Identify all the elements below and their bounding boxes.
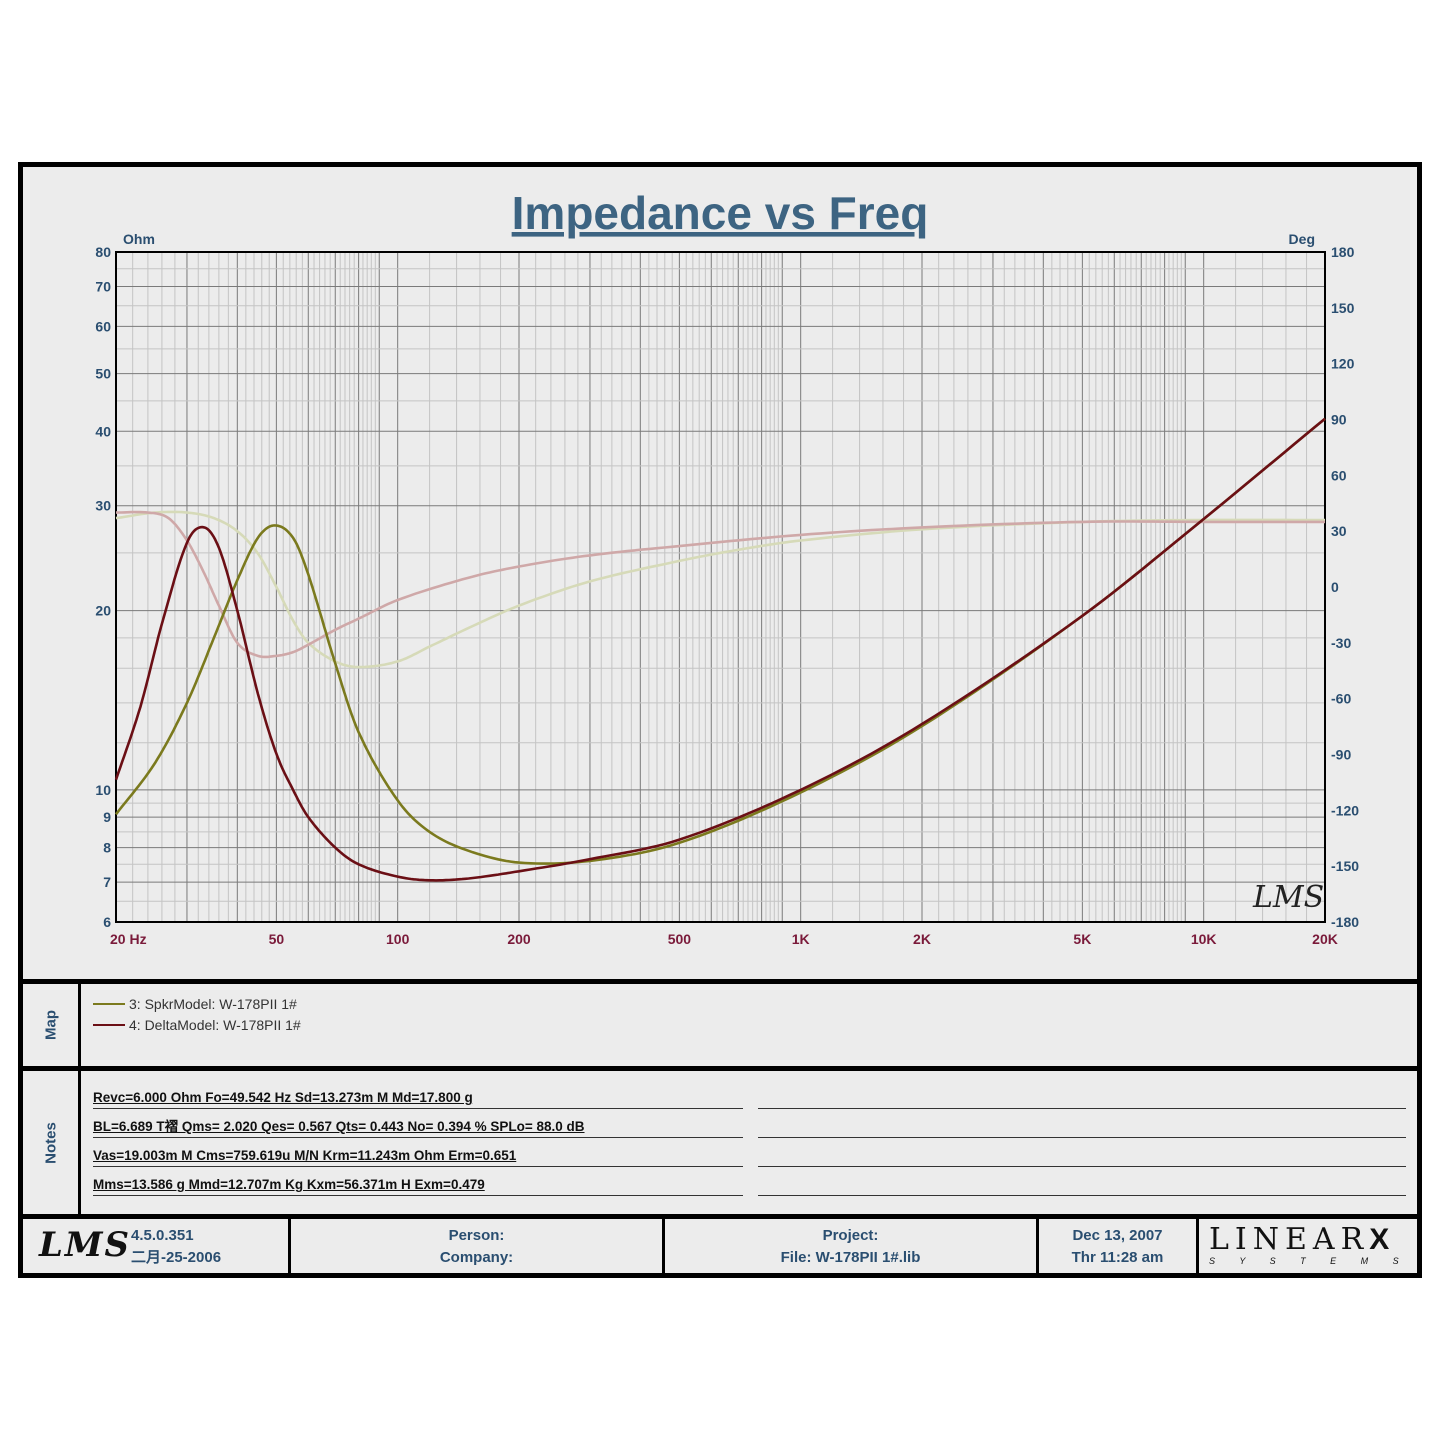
- report-date: Dec 13, 2007: [1072, 1227, 1163, 1244]
- file-label: File: W-178PII 1#.lib: [780, 1249, 921, 1266]
- brand-linear: LINEAR: [1209, 1222, 1370, 1257]
- left-tick-label: 30: [95, 498, 111, 514]
- version-date: 二月-25-2006: [131, 1249, 222, 1266]
- right-tick-label: -30: [1331, 635, 1351, 651]
- left-tick-label: 10: [95, 782, 111, 798]
- x-tick-label: 10K: [1191, 931, 1217, 947]
- x-tick-label: 50: [269, 931, 285, 947]
- x-tick-label: 500: [668, 931, 692, 947]
- series: [114, 417, 1326, 882]
- x-tick-label: 2K: [913, 931, 931, 947]
- note-line-3: Vas=19.003m M Cms=759.619u M/N Krm=11.24…: [93, 1146, 743, 1167]
- left-tick-label: 40: [95, 423, 111, 439]
- phase-curve-deltamodel: [115, 510, 1325, 659]
- notes-side-label: Notes: [23, 1071, 81, 1214]
- x-tick-label: 1K: [792, 931, 810, 947]
- right-tick-label: 180: [1331, 244, 1355, 260]
- impedance-curve-deltamodel: [114, 417, 1326, 882]
- map-panel: Map 3: SpkrModel: W-178PII 1# 4: DeltaMo…: [23, 979, 1417, 1071]
- left-tick-label: 6: [103, 914, 111, 930]
- right-tick-label: 150: [1331, 300, 1355, 316]
- chart-title: Impedance vs Freq: [512, 187, 929, 239]
- note-line-2: BL=6.689 T褶 Qms= 2.020 Qes= 0.567 Qts= 0…: [93, 1117, 743, 1138]
- x-tick-label: 20 Hz: [110, 931, 147, 947]
- x-tick-label: 20K: [1312, 931, 1338, 947]
- left-tick-label: 8: [103, 840, 111, 856]
- impedance-curve-spkrmodel: [114, 417, 1326, 865]
- note-line-4: Mms=13.586 g Mmd=12.707m Kg Kxm=56.371m …: [93, 1175, 743, 1196]
- legend-label-deltamodel: 4: DeltaModel: W-178PII 1#: [129, 1017, 301, 1033]
- right-axis-unit: Deg: [1289, 231, 1315, 247]
- left-axis-unit: Ohm: [123, 231, 155, 247]
- left-tick-label: 60: [95, 318, 111, 334]
- legend-label-spkrmodel: 3: SpkrModel: W-178PII 1#: [129, 996, 297, 1012]
- note-blank-4: [758, 1175, 1406, 1196]
- brand-x: X: [1369, 1223, 1390, 1256]
- phase-curve-spkrmodel: [115, 510, 1325, 669]
- right-tick-label: -180: [1331, 914, 1359, 930]
- left-tick-label: 20: [95, 603, 111, 619]
- footer-brand-cell: LINEARX S Y S T E M S: [1199, 1219, 1417, 1273]
- x-tick-label: 5K: [1073, 931, 1091, 947]
- grid: [115, 251, 1326, 923]
- footer-date-cell: Dec 13, 2007 Thr 11:28 am: [1039, 1219, 1199, 1273]
- left-tick-label: 80: [95, 244, 111, 260]
- right-tick-label: -150: [1331, 858, 1359, 874]
- legend-swatch-deltamodel: [93, 1024, 125, 1026]
- footer-project-cell: Project: File: W-178PII 1#.lib: [665, 1219, 1039, 1273]
- right-tick-label: -60: [1331, 691, 1351, 707]
- x-tick-label: 100: [386, 931, 410, 947]
- x-tick-label: 200: [507, 931, 531, 947]
- right-tick-label: 120: [1331, 356, 1355, 372]
- person-label: Person:: [448, 1227, 505, 1244]
- report-time: Thr 11:28 am: [1071, 1249, 1164, 1266]
- brand-systems: S Y S T E M S: [1209, 1256, 1410, 1266]
- axis-ticks: 20 Hz 50 100 200 500 1K 2K 5K 10K 20K678910203040…: [95, 244, 1359, 947]
- impedance-chart: Impedance vs Freq Ohm Deg 20 Hz 50 100 200 5…: [95, 187, 1359, 947]
- notes-panel: Notes Revc=6.000 Ohm Fo=49.542 Hz Sd=13.…: [23, 1071, 1417, 1219]
- note-blank-1: [758, 1088, 1406, 1109]
- note-blank-3: [758, 1146, 1406, 1167]
- company-label: Company:: [439, 1249, 514, 1266]
- map-side-label: Map: [23, 984, 81, 1066]
- legend-item-spkrmodel: 3: SpkrModel: W-178PII 1#: [93, 996, 297, 1012]
- lms-watermark: LMS: [1252, 880, 1324, 915]
- footer-person-cell: Person: Company:: [291, 1219, 665, 1273]
- left-tick-label: 7: [103, 874, 111, 890]
- legend-item-deltamodel: 4: DeltaModel: W-178PII 1#: [93, 1017, 301, 1033]
- note-line-1: Revc=6.000 Ohm Fo=49.542 Hz Sd=13.273m M…: [93, 1088, 743, 1109]
- left-tick-label: 9: [103, 809, 111, 825]
- project-label: Project:: [822, 1227, 879, 1244]
- right-tick-label: 30: [1331, 523, 1347, 539]
- version-number: 4.5.0.351: [131, 1227, 194, 1244]
- right-tick-label: -120: [1331, 802, 1359, 818]
- note-blank-2: [758, 1117, 1406, 1138]
- footer-version-cell: LMS 4.5.0.351 二月-25-2006: [23, 1219, 291, 1273]
- linearx-logo: LINEARX: [1209, 1223, 1389, 1257]
- right-tick-label: -90: [1331, 747, 1351, 763]
- report-frame: Impedance vs Freq Ohm Deg 20 Hz 50 100 200 5…: [18, 162, 1422, 1278]
- plot-border: [115, 251, 1326, 923]
- right-tick-label: 0: [1331, 579, 1339, 595]
- legend-swatch-spkrmodel: [93, 1003, 125, 1005]
- right-tick-label: 60: [1331, 467, 1347, 483]
- lms-logo: LMS: [39, 1225, 132, 1265]
- right-tick-label: 90: [1331, 412, 1347, 428]
- left-tick-label: 70: [95, 279, 111, 295]
- left-tick-label: 50: [95, 366, 111, 382]
- footer: LMS 4.5.0.351 二月-25-2006 Person: Company…: [23, 1219, 1417, 1273]
